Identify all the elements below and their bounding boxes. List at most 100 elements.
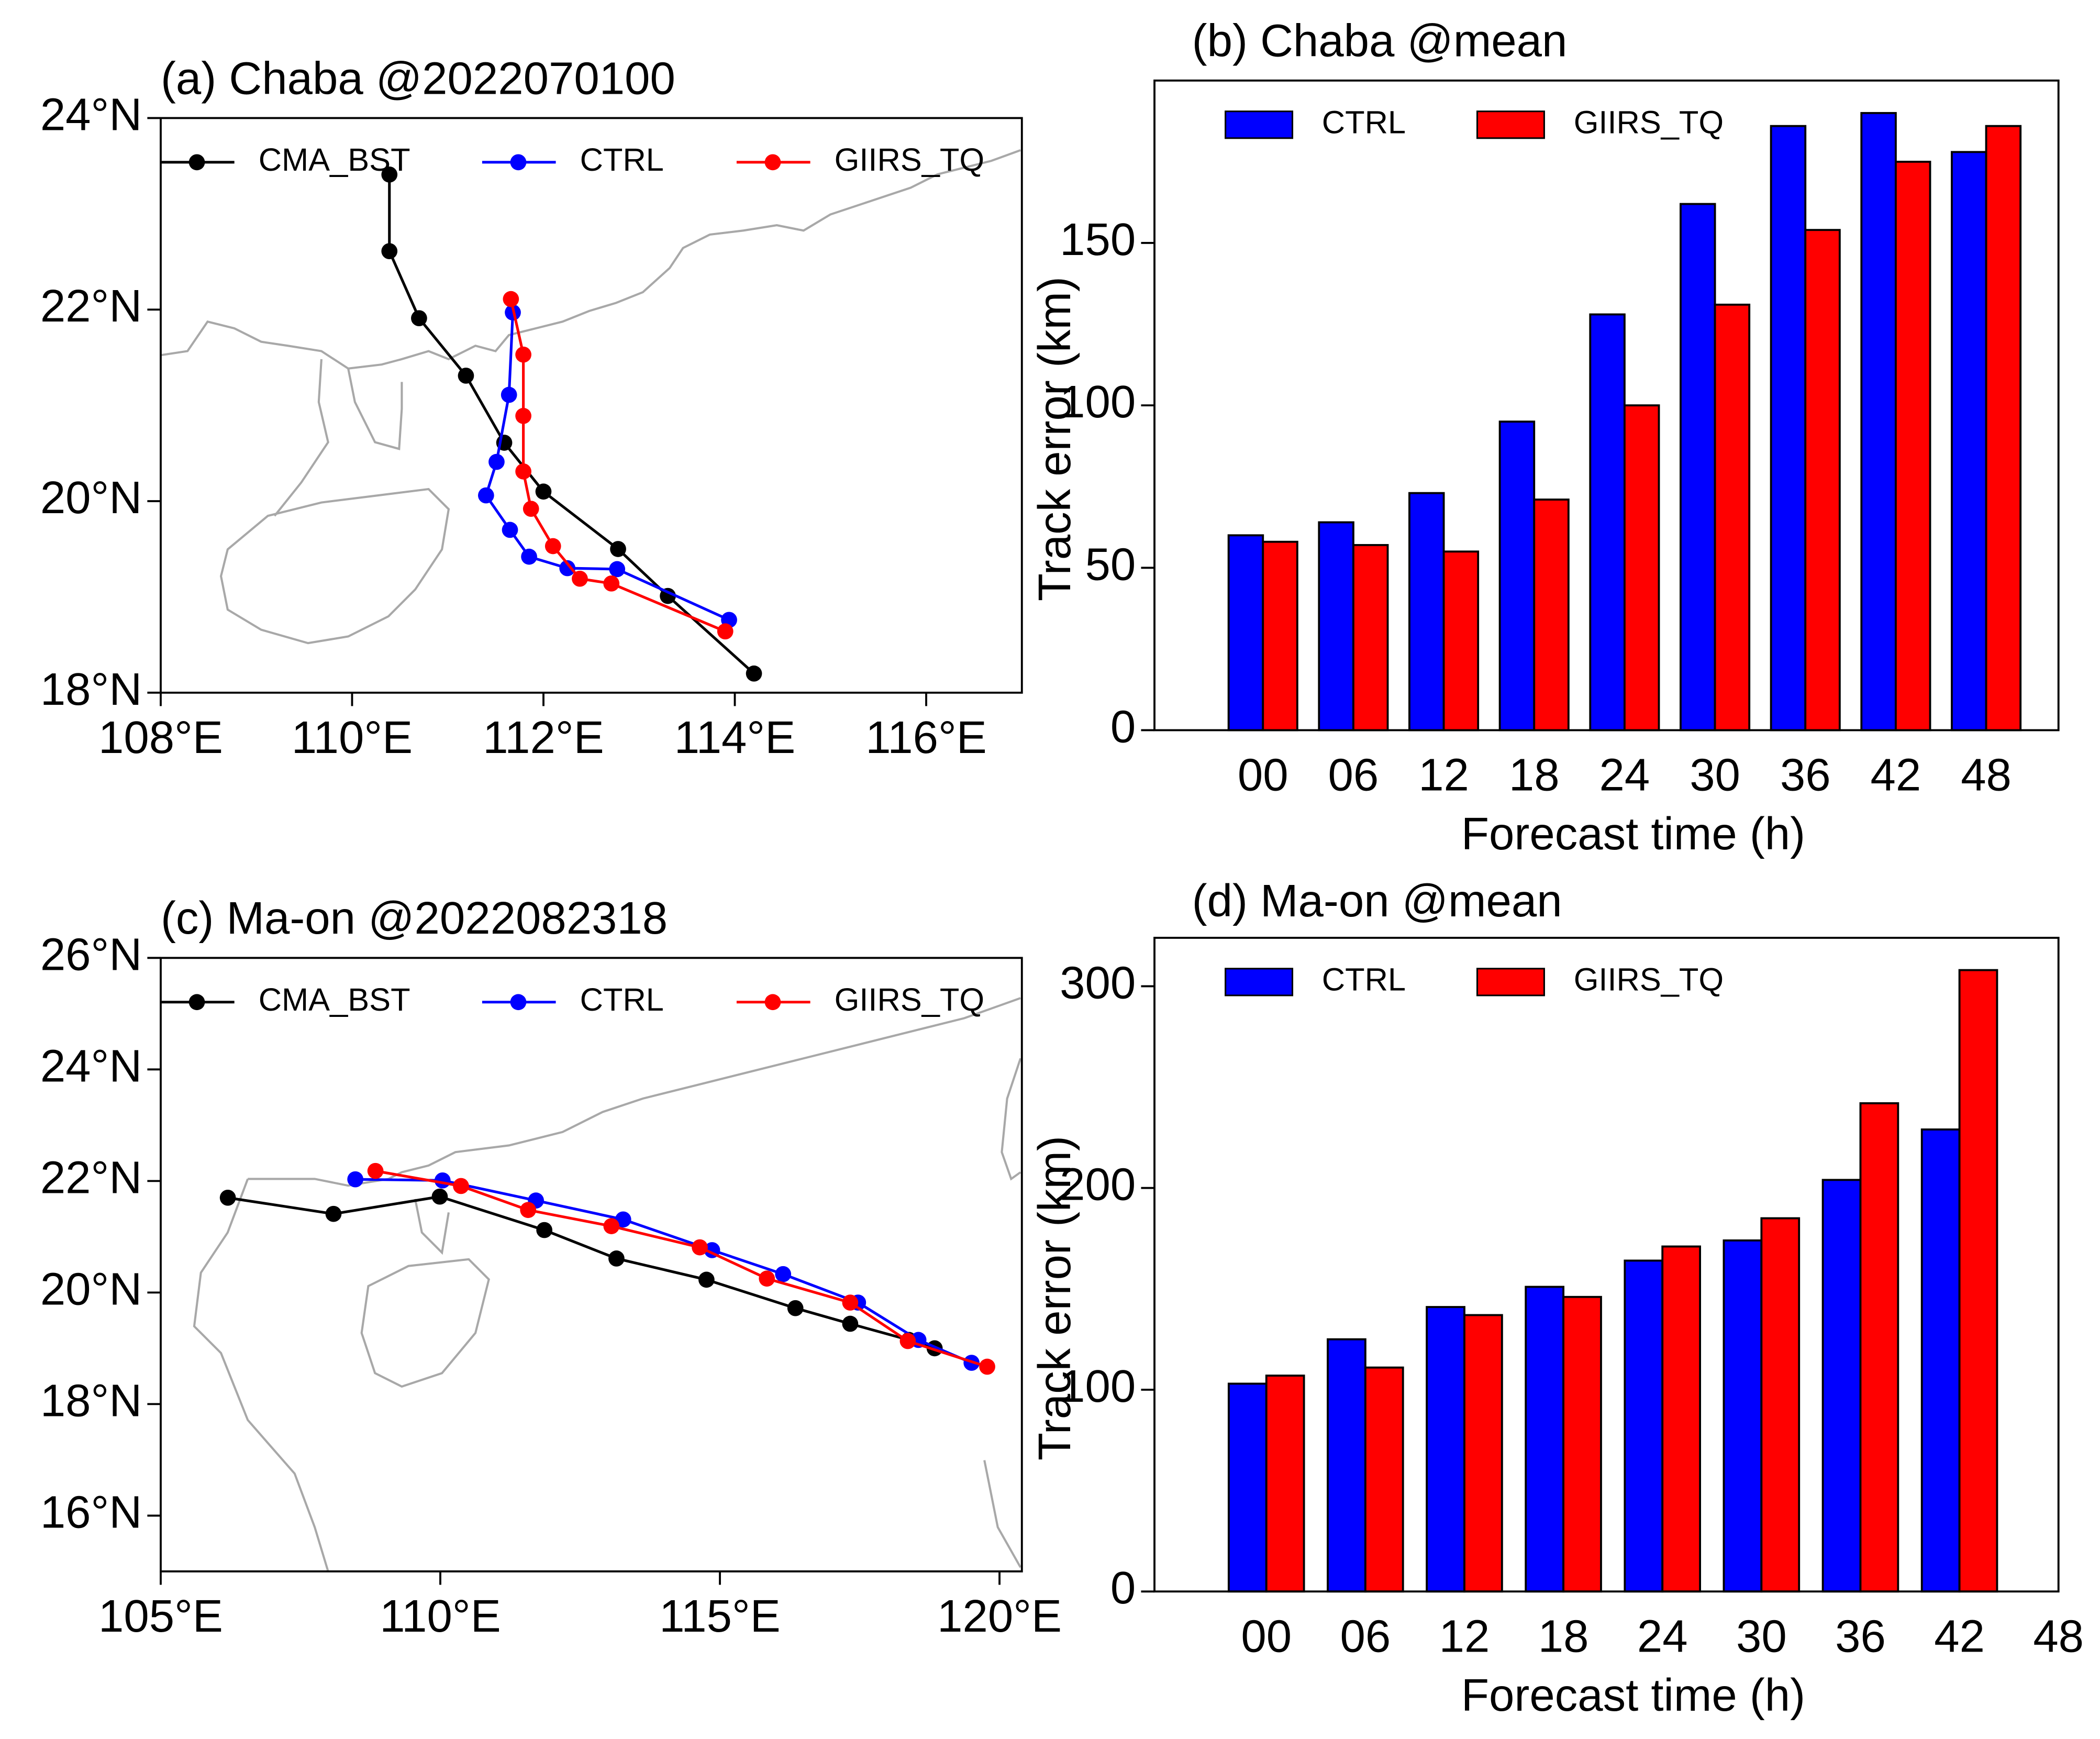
- track-point: [535, 483, 552, 500]
- bar: [1227, 1382, 1268, 1593]
- bar: [1265, 1375, 1305, 1593]
- track-point: [501, 386, 517, 403]
- x-tick-label: 48: [2033, 1611, 2084, 1662]
- bar: [1562, 1295, 1602, 1593]
- legend-label: CTRL: [580, 982, 664, 1018]
- x-tick-label: 24: [1637, 1611, 1688, 1662]
- track-point: [610, 541, 626, 557]
- track-point: [520, 1202, 537, 1219]
- legend-label: GIIRS_TQ: [1574, 104, 1724, 140]
- legend-label: GIIRS_TQ: [835, 982, 984, 1018]
- x-tick-label: 00: [1241, 1611, 1292, 1662]
- bar: [1860, 112, 1897, 732]
- chart-title: (b) Chaba @mean: [1192, 16, 1568, 67]
- bar: [1408, 492, 1445, 732]
- track-point: [477, 487, 494, 504]
- y-tick-label: 0: [1110, 1563, 1136, 1613]
- plot-frame: [1153, 79, 2060, 732]
- track-point: [453, 1178, 469, 1194]
- track-point: [381, 243, 398, 260]
- x-tick-label: 36: [1780, 750, 1831, 801]
- legend-marker: [510, 154, 527, 171]
- track-point: [503, 291, 519, 307]
- y-tick-label: 26°N: [40, 929, 142, 980]
- y-tick-label: 300: [1060, 957, 1136, 1008]
- y-tick-label: 18°N: [40, 1375, 142, 1426]
- x-tick-label: 12: [1418, 750, 1469, 801]
- x-tick-label: 120°E: [937, 1591, 1062, 1642]
- bar: [1661, 1245, 1702, 1593]
- bar: [1821, 1179, 1862, 1593]
- bar: [1525, 1286, 1565, 1593]
- legend-swatch: [1225, 968, 1294, 996]
- y-tick-label: 18°N: [40, 664, 142, 715]
- bar: [1227, 534, 1264, 732]
- track-point: [347, 1171, 363, 1188]
- plot-frame: [160, 957, 1023, 1572]
- x-tick-label: 112°E: [483, 712, 604, 763]
- y-tick-label: 200: [1060, 1159, 1136, 1210]
- bar: [1723, 1239, 1763, 1593]
- x-tick-label: 06: [1328, 750, 1379, 801]
- x-tick-label: 30: [1736, 1611, 1787, 1662]
- bar: [1894, 160, 1931, 732]
- legend-marker: [764, 154, 781, 171]
- y-tick-label: 20°N: [40, 472, 142, 523]
- x-axis-label: Forecast time (h): [1461, 808, 1805, 859]
- track-point: [325, 1205, 342, 1222]
- bar: [1680, 203, 1716, 732]
- legend-label: CTRL: [1322, 962, 1406, 998]
- track-point: [717, 623, 734, 640]
- bar: [1262, 540, 1298, 732]
- track-point: [603, 1218, 620, 1234]
- bar: [1364, 1366, 1404, 1593]
- track-point: [411, 310, 427, 327]
- x-tick-label: 30: [1690, 750, 1740, 801]
- chart-title: (a) Chaba @2022070100: [161, 53, 675, 104]
- x-tick-label: 00: [1238, 750, 1288, 801]
- bar: [1318, 521, 1354, 732]
- track-point: [458, 368, 474, 384]
- legend-label: CMA_BST: [259, 982, 410, 1018]
- x-tick-label: 115°E: [659, 1591, 780, 1642]
- bar: [1589, 313, 1626, 732]
- y-tick-label: 22°N: [40, 281, 142, 331]
- track-point: [698, 1271, 715, 1288]
- bar: [1426, 1306, 1465, 1593]
- track-point: [615, 1211, 631, 1228]
- track-point: [759, 1270, 775, 1287]
- track-line: [227, 1195, 935, 1350]
- legend-label: CMA_BST: [259, 142, 410, 178]
- bar: [1327, 1338, 1366, 1593]
- x-tick-label: 105°E: [98, 1591, 223, 1642]
- track-point: [746, 665, 762, 682]
- x-tick-label: 06: [1340, 1611, 1391, 1662]
- bar: [1958, 969, 1998, 1593]
- track-point: [521, 548, 537, 565]
- legend-marker: [188, 154, 205, 171]
- track-point: [842, 1315, 859, 1332]
- x-tick-label: 12: [1439, 1611, 1490, 1662]
- plot-frame: [1153, 937, 2060, 1593]
- bar: [1463, 1314, 1503, 1593]
- coastline-c: [193, 997, 1022, 1572]
- legend-label: GIIRS_TQ: [835, 142, 984, 178]
- bar: [1985, 125, 2022, 732]
- bar: [1533, 499, 1570, 732]
- x-tick-label: 110°E: [292, 712, 413, 763]
- y-tick-label: 22°N: [40, 1152, 142, 1203]
- bar: [1760, 1217, 1801, 1593]
- y-axis-label: Track error (km): [1029, 276, 1080, 601]
- y-tick-label: 150: [1060, 214, 1136, 265]
- bar: [1859, 1102, 1899, 1593]
- legend-marker: [764, 994, 781, 1011]
- x-tick-label: 110°E: [380, 1591, 501, 1642]
- bar: [1951, 151, 1987, 732]
- bar: [1352, 544, 1389, 732]
- x-tick-label: 42: [1934, 1611, 1985, 1662]
- track-point: [603, 575, 620, 592]
- legend-swatch: [1476, 110, 1545, 139]
- legend-swatch: [1476, 968, 1545, 996]
- bar: [1804, 229, 1841, 732]
